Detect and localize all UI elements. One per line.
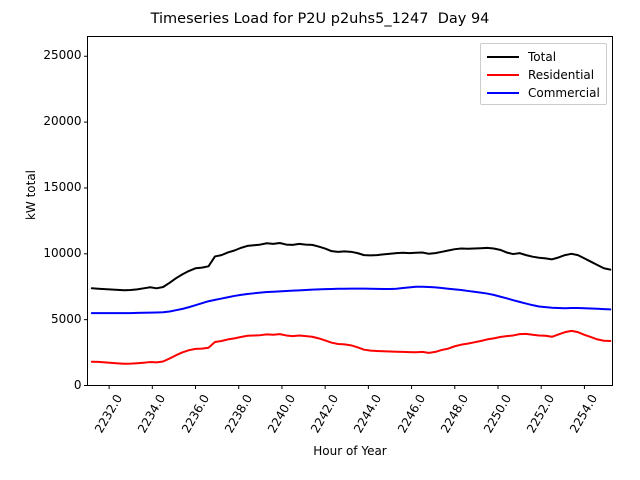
y-tick-marks [84,55,88,386]
y-tick-label: 0 [73,377,82,392]
legend: Total Residential Commercial [480,43,607,105]
y-tick-label: 25000 [43,48,82,63]
legend-label-total: Total [528,50,557,64]
legend-item-total: Total [487,48,556,66]
y-tick-label: 10000 [43,245,82,260]
y-tick-label: 5000 [50,311,82,326]
y-tick-label: 15000 [43,179,82,194]
series-line-total [90,242,612,292]
y-axis-label: kW total [24,169,38,221]
series-line-commercial [90,285,612,315]
x-tick-marks [108,385,585,389]
x-axis-label: Hour of Year [313,444,387,458]
legend-swatch-commercial [487,92,519,94]
legend-item-commercial: Commercial [487,84,600,102]
legend-item-residential: Residential [487,66,594,84]
series-line-residential [90,329,612,365]
legend-swatch-residential [487,74,519,76]
legend-label-commercial: Commercial [528,86,600,100]
legend-swatch-total [487,56,519,58]
y-tick-label: 20000 [43,114,82,129]
legend-label-residential: Residential [528,68,595,82]
page-title: Timeseries Load for P2U p2uhs5_1247 Day … [150,11,490,27]
data-series-group [90,242,612,365]
